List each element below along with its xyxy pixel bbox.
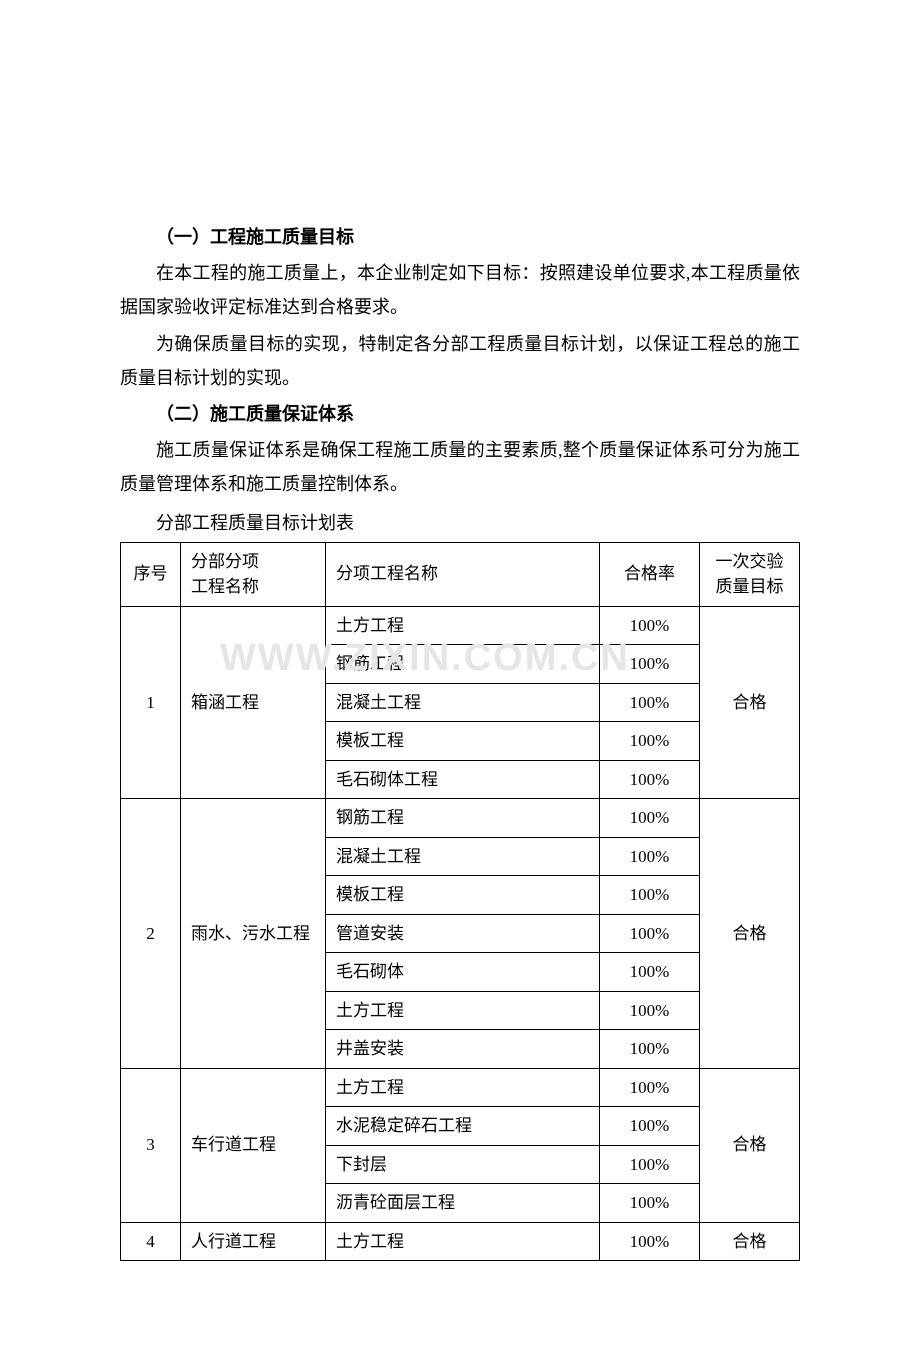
header-index: 序号 — [121, 542, 181, 606]
cell-category: 雨水、污水工程 — [181, 799, 326, 1069]
cell-index: 1 — [121, 606, 181, 799]
table-row: 1箱涵工程土方工程100%合格 — [121, 606, 800, 645]
cell-item: 混凝土工程 — [326, 683, 600, 722]
cell-rate: 100% — [600, 837, 700, 876]
cell-item: 沥青砼面层工程 — [326, 1184, 600, 1223]
cell-item: 毛石砌体 — [326, 953, 600, 992]
cell-rate: 100% — [600, 722, 700, 761]
table-caption: 分部工程质量目标计划表 — [120, 506, 800, 540]
header-goal: 一次交验质量目标 — [700, 542, 800, 606]
heading-2: （二）施工质量保证体系 — [120, 397, 800, 431]
header-category: 分部分项工程名称 — [181, 542, 326, 606]
table-row: 3车行道工程土方工程100%合格 — [121, 1068, 800, 1107]
cell-rate: 100% — [600, 1222, 700, 1261]
cell-goal: 合格 — [700, 1222, 800, 1261]
cell-index: 3 — [121, 1068, 181, 1222]
cell-item: 混凝土工程 — [326, 837, 600, 876]
cell-goal: 合格 — [700, 606, 800, 799]
cell-index: 4 — [121, 1222, 181, 1261]
cell-item: 模板工程 — [326, 722, 600, 761]
table-row: 4人行道工程土方工程100%合格 — [121, 1222, 800, 1261]
cell-category: 人行道工程 — [181, 1222, 326, 1261]
cell-rate: 100% — [600, 1145, 700, 1184]
cell-index: 2 — [121, 799, 181, 1069]
quality-target-table: 序号分部分项工程名称分项工程名称合格率一次交验质量目标1箱涵工程土方工程100%… — [120, 542, 800, 1262]
cell-rate: 100% — [600, 645, 700, 684]
cell-item: 水泥稳定碎石工程 — [326, 1107, 600, 1146]
cell-rate: 100% — [600, 1068, 700, 1107]
header-item: 分项工程名称 — [326, 542, 600, 606]
cell-rate: 100% — [600, 876, 700, 915]
paragraph-3: 施工质量保证体系是确保工程施工质量的主要素质,整个质量保证体系可分为施工质量管理… — [120, 433, 800, 501]
cell-rate: 100% — [600, 799, 700, 838]
cell-item: 土方工程 — [326, 606, 600, 645]
cell-item: 下封层 — [326, 1145, 600, 1184]
cell-item: 土方工程 — [326, 1068, 600, 1107]
cell-rate: 100% — [600, 606, 700, 645]
cell-item: 毛石砌体工程 — [326, 760, 600, 799]
table-wrapper: WWW.ZIXIN.COM.CN 序号分部分项工程名称分项工程名称合格率一次交验… — [120, 542, 800, 1262]
table-row: 2雨水、污水工程钢筋工程100%合格 — [121, 799, 800, 838]
cell-rate: 100% — [600, 683, 700, 722]
cell-rate: 100% — [600, 1107, 700, 1146]
cell-rate: 100% — [600, 953, 700, 992]
paragraph-1: 在本工程的施工质量上，本企业制定如下目标：按照建设单位要求,本工程质量依据国家验… — [120, 256, 800, 324]
cell-category: 箱涵工程 — [181, 606, 326, 799]
cell-item: 钢筋工程 — [326, 799, 600, 838]
cell-category: 车行道工程 — [181, 1068, 326, 1222]
cell-item: 井盖安装 — [326, 1030, 600, 1069]
table-header-row: 序号分部分项工程名称分项工程名称合格率一次交验质量目标 — [121, 542, 800, 606]
cell-rate: 100% — [600, 1184, 700, 1223]
cell-item: 钢筋工程 — [326, 645, 600, 684]
cell-goal: 合格 — [700, 1068, 800, 1222]
cell-item: 土方工程 — [326, 1222, 600, 1261]
paragraph-2: 为确保质量目标的实现，特制定各分部工程质量目标计划，以保证工程总的施工质量目标计… — [120, 327, 800, 395]
cell-rate: 100% — [600, 1030, 700, 1069]
cell-item: 土方工程 — [326, 991, 600, 1030]
cell-rate: 100% — [600, 914, 700, 953]
cell-rate: 100% — [600, 991, 700, 1030]
cell-item: 管道安装 — [326, 914, 600, 953]
heading-1: （一）工程施工质量目标 — [120, 220, 800, 254]
cell-rate: 100% — [600, 760, 700, 799]
header-rate: 合格率 — [600, 542, 700, 606]
cell-goal: 合格 — [700, 799, 800, 1069]
cell-item: 模板工程 — [326, 876, 600, 915]
